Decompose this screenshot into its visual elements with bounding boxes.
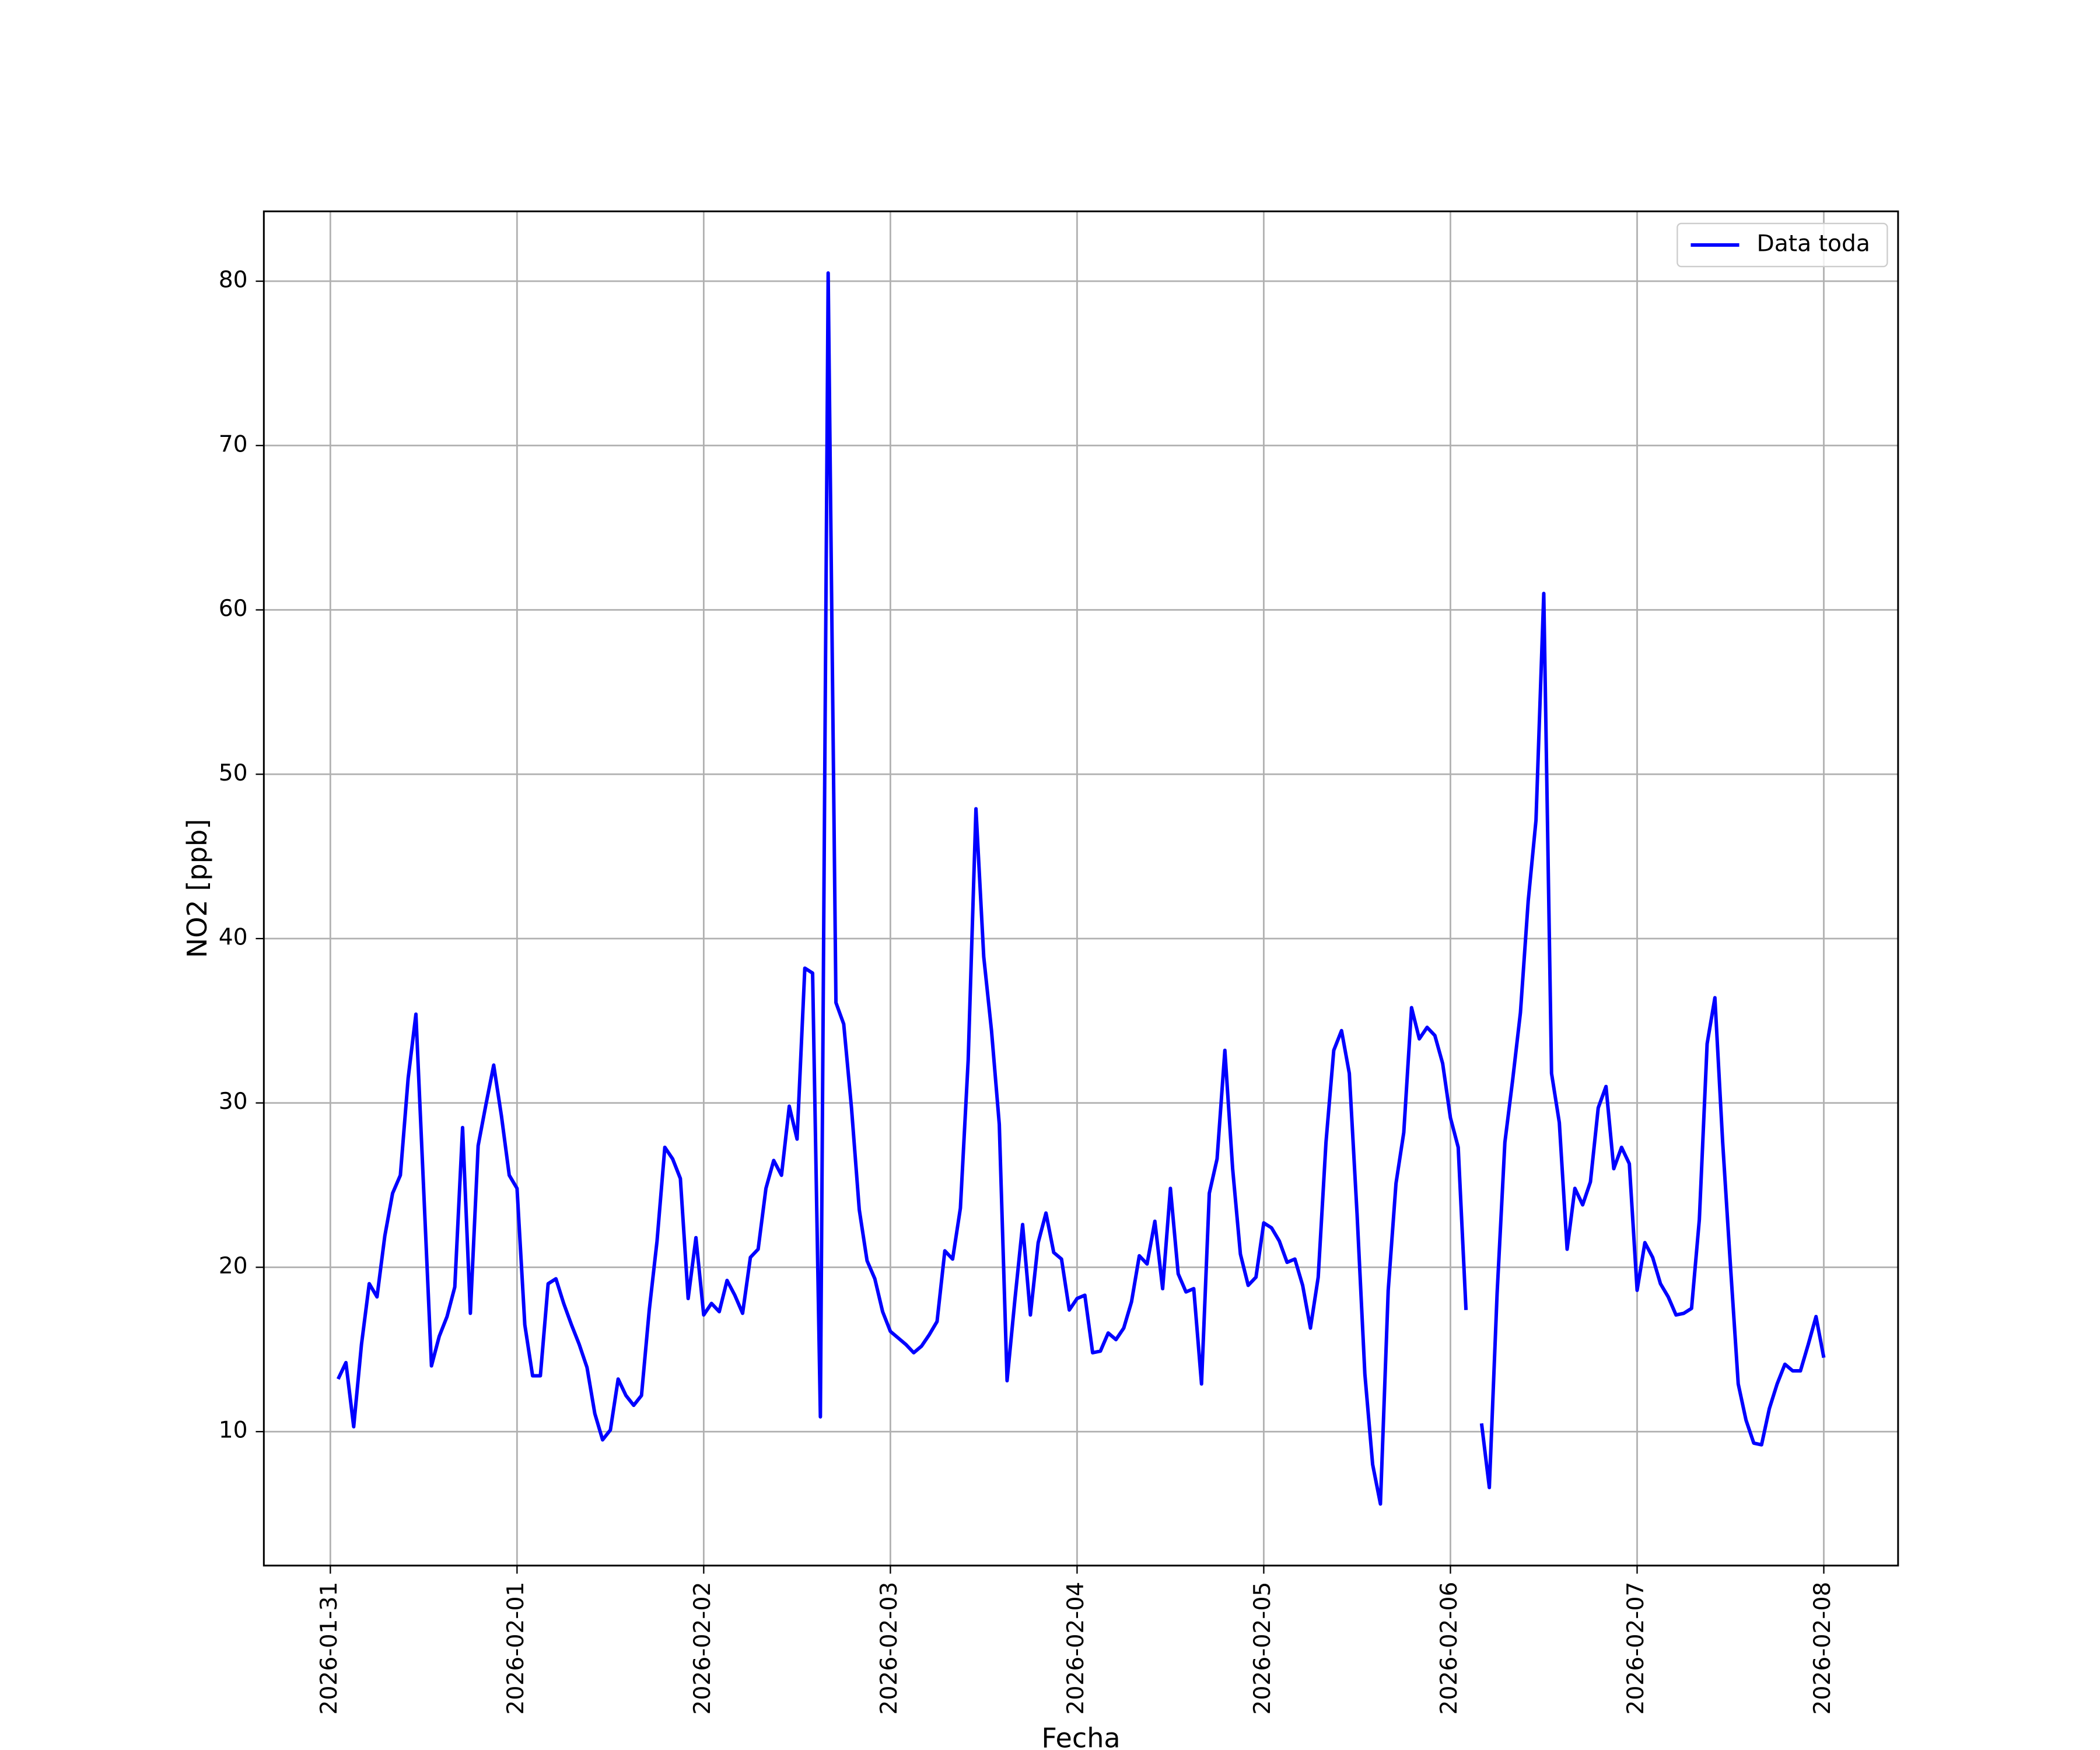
legend-box	[1676, 222, 1888, 268]
y-tick-label: 40	[219, 925, 248, 951]
x-tick-label: 2026-01-31	[316, 1582, 342, 1715]
x-tick-label: 2026-02-04	[1063, 1582, 1089, 1715]
plot-frame	[262, 210, 1899, 1567]
y-tick-label: 30	[219, 1088, 248, 1115]
y-tick-label: 70	[219, 431, 248, 457]
x-tick-label: 2026-02-08	[1810, 1582, 1836, 1715]
y-tick-label: 10	[219, 1418, 248, 1444]
y-tick-label: 60	[219, 596, 248, 622]
y-tick-label: 50	[219, 760, 248, 786]
x-tick-label: 2026-02-05	[1250, 1582, 1276, 1715]
legend-label: Data toda	[1757, 231, 1870, 257]
y-tick-label: 80	[219, 267, 248, 293]
x-tick-label: 2026-02-02	[690, 1582, 716, 1715]
x-tick-label: 2026-02-03	[876, 1582, 902, 1715]
x-tick-label: 2026-02-07	[1623, 1582, 1649, 1715]
x-tick-label: 2026-02-06	[1436, 1582, 1462, 1715]
data-line	[336, 271, 1826, 1506]
x-tick-label: 2026-02-01	[503, 1582, 529, 1715]
x-axis-label: Fecha	[1041, 1722, 1120, 1750]
y-tick-label: 20	[219, 1253, 248, 1279]
y-axis-label: NO2 [ppb]	[181, 819, 213, 958]
